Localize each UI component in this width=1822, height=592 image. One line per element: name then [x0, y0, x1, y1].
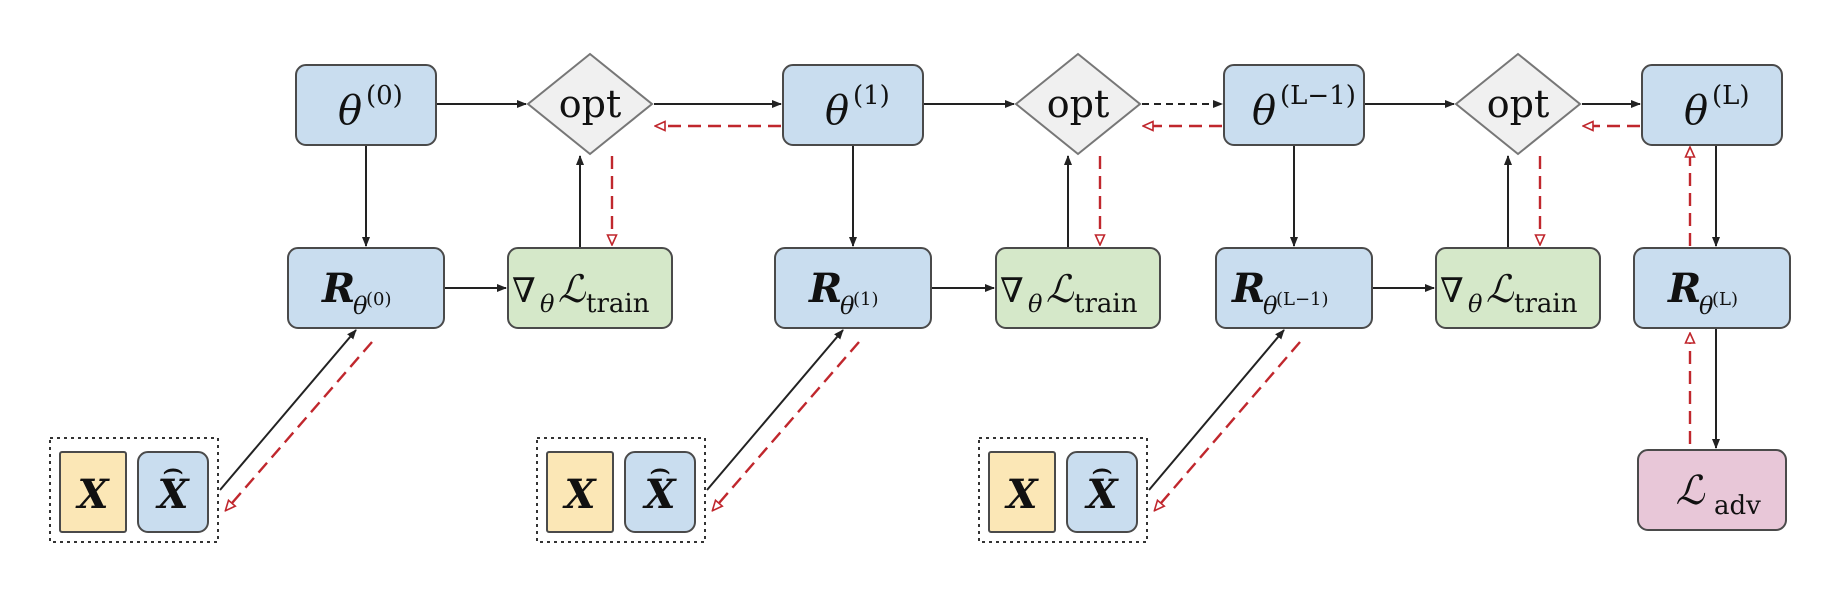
arrows-layer: [219, 100, 1720, 510]
data-pair-1-xhat-box: [624, 451, 696, 533]
grad-0-nabla: ∇: [512, 271, 536, 311]
opt-2-diamond: [1454, 52, 1582, 156]
grad-1-loss-subscript: train: [1074, 289, 1138, 319]
loss-adv-subscript: adv: [1714, 491, 1761, 521]
backarrow-r-to-data-1: [713, 341, 860, 510]
theta-2-symbol: θ: [1252, 88, 1276, 134]
data-pair-0-xhat-box: [137, 451, 209, 533]
data-pair-2-xhat-hat: ⌢: [1091, 449, 1113, 489]
opt-1-diamond: [1014, 52, 1142, 156]
backarrow-r-to-data-2: [1155, 341, 1301, 510]
loss-adv-symbol: ℒ: [1676, 468, 1706, 514]
data-pair-0-xhat-hat: ⌢: [162, 449, 184, 489]
opt-0-label: opt: [559, 82, 621, 126]
grad-2-loss-symbol: ℒ: [1486, 267, 1515, 311]
grad-0-loss-symbol: ℒ: [558, 267, 587, 311]
data-pair-0-xhat-label: X: [154, 471, 190, 518]
r-final-box: [1633, 247, 1791, 329]
opt-0-diamond: [526, 52, 654, 156]
grad-1-nabla: ∇: [1000, 271, 1024, 311]
data-pair-1-xhat-label: X: [641, 471, 677, 518]
grad-0-subscript: θ: [540, 290, 555, 318]
data-pair-2-group-border: [978, 437, 1148, 543]
theta-2-box: [1223, 64, 1365, 146]
theta-1-box: [782, 64, 924, 146]
grad-2-box: [1435, 247, 1601, 329]
r-final-symbol: R: [1667, 265, 1701, 312]
theta-final-superscript: (L): [1712, 81, 1750, 111]
arrow-data-to-r-2: [1148, 329, 1285, 491]
r-1-box: [774, 247, 932, 329]
r-0-symbol: R: [321, 265, 355, 312]
r-1-sub-superscript: (1): [853, 289, 879, 310]
grad-1-subscript: θ: [1028, 290, 1043, 318]
theta-1-superscript: (1): [853, 81, 890, 111]
grad-0-loss-subscript: train: [586, 289, 650, 319]
data-pair-2-x-label: X: [1003, 471, 1039, 518]
r-final-sub-superscript: (L): [1712, 289, 1738, 310]
grad-1-loss-symbol: ℒ: [1046, 267, 1075, 311]
opt-2-label: opt: [1487, 82, 1549, 126]
theta-0-box: [295, 64, 437, 146]
grad-0-box: [507, 247, 673, 329]
data-pair-1-x-box: [546, 451, 614, 533]
r-0-sub-superscript: (0): [366, 289, 392, 310]
r-2-subscript: θ: [1263, 292, 1278, 320]
loss-adv-box: [1637, 449, 1787, 531]
opt-1-label: opt: [1047, 82, 1109, 126]
data-pair-0-x-label: X: [74, 471, 110, 518]
r-1-subscript: θ: [840, 292, 855, 320]
grad-2-nabla: ∇: [1440, 271, 1464, 311]
data-pair-2-xhat-label: X: [1083, 471, 1119, 518]
backarrow-r-to-data-0: [226, 341, 373, 510]
r-0-box: [287, 247, 445, 329]
arrow-data-to-r-1: [706, 329, 844, 491]
data-pair-1-group-border: [536, 437, 706, 543]
data-pair-2-x-box: [988, 451, 1056, 533]
grad-2-loss-subscript: train: [1514, 289, 1578, 319]
arrow-data-to-r-0: [219, 329, 357, 491]
data-pair-2-xhat-box: [1066, 451, 1138, 533]
theta-final-symbol: θ: [1684, 88, 1708, 134]
theta-1-symbol: θ: [825, 88, 849, 134]
theta-0-superscript: (0): [366, 81, 403, 111]
data-pair-0-group-border: [49, 437, 219, 543]
theta-0-symbol: θ: [338, 88, 362, 134]
grad-2-subscript: θ: [1468, 290, 1483, 318]
data-pair-1-x-label: X: [561, 471, 597, 518]
data-pair-1-xhat-hat: ⌢: [649, 449, 671, 489]
data-pair-0-x-box: [59, 451, 127, 533]
r-1-symbol: R: [808, 265, 842, 312]
r-2-symbol: R: [1231, 265, 1265, 312]
r-2-sub-superscript: (L−1): [1276, 289, 1329, 310]
r-2-box: [1215, 247, 1373, 329]
r-final-subscript: θ: [1699, 292, 1714, 320]
theta-2-superscript: (L−1): [1280, 81, 1356, 111]
r-0-subscript: θ: [353, 292, 368, 320]
theta-final-box: [1641, 64, 1783, 146]
grad-1-box: [995, 247, 1161, 329]
